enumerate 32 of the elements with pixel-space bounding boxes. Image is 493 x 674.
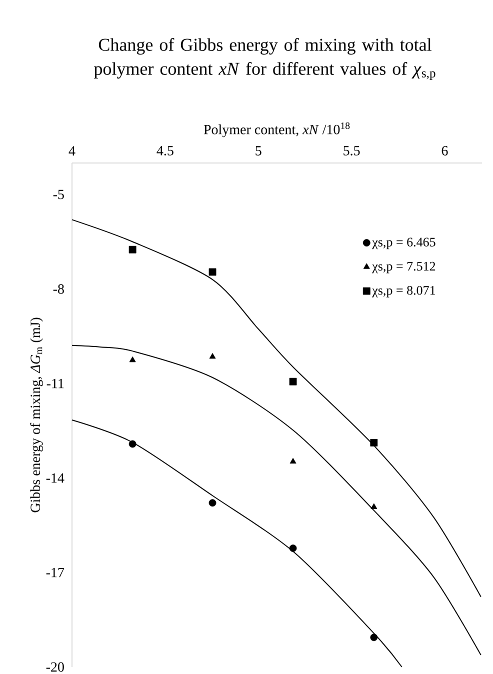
x-tick-label: 4.5	[156, 146, 174, 156]
line-series	[72, 344, 482, 656]
point	[208, 268, 216, 276]
y-tick-label: -20	[46, 662, 64, 672]
legend-label: χs,p = 6.465	[372, 238, 436, 250]
point	[289, 544, 297, 552]
legend-label: χs,p = 8.071	[372, 286, 436, 298]
y-axis-title: Gibbs energy of mixing, ΔG$_{m}$ (mJ)	[30, 318, 43, 512]
point	[128, 246, 136, 254]
x-tick-label: 5	[256, 146, 262, 156]
y-tick-label: -8	[53, 284, 64, 294]
point	[208, 499, 216, 507]
x-tick-label: 5.5	[344, 146, 360, 156]
line-series	[72, 219, 482, 598]
y-tick-label: -17	[46, 568, 64, 578]
legend-label: χs,p = 7.512	[372, 262, 436, 274]
point	[289, 378, 297, 386]
point	[209, 353, 216, 359]
y-tick-label: -11	[46, 378, 64, 388]
chart-title: Change of Gibbs energy of mixing with total polymer content xN for different values of χ$_{s,p}$	[94, 38, 436, 80]
point	[129, 356, 136, 362]
x-tick-label: 4	[68, 146, 76, 156]
y-tick-label: -5	[53, 190, 64, 200]
y-tick-label: -14	[46, 473, 64, 483]
point	[290, 458, 296, 464]
point	[128, 440, 136, 448]
x-tick-label: 6	[442, 146, 448, 156]
point	[370, 634, 378, 642]
point	[370, 439, 378, 446]
x-axis-title: Polymer content, xN /10$^{18}$	[204, 122, 350, 138]
line-series	[72, 420, 402, 668]
point	[370, 503, 378, 509]
